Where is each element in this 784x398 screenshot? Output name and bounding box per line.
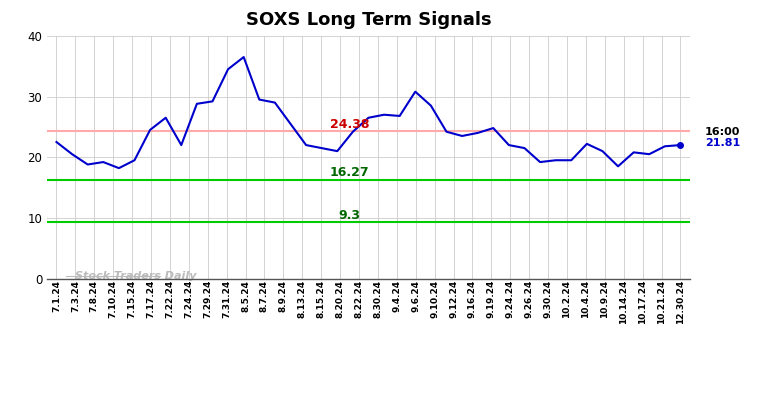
Text: Stock Traders Daily: Stock Traders Daily — [75, 271, 197, 281]
Title: SOXS Long Term Signals: SOXS Long Term Signals — [245, 11, 492, 29]
Text: 16.27: 16.27 — [330, 166, 369, 179]
Text: 21.81: 21.81 — [705, 138, 740, 148]
Text: 9.3: 9.3 — [339, 209, 361, 222]
Text: 16:00: 16:00 — [705, 127, 740, 137]
Text: 24.38: 24.38 — [330, 117, 369, 131]
